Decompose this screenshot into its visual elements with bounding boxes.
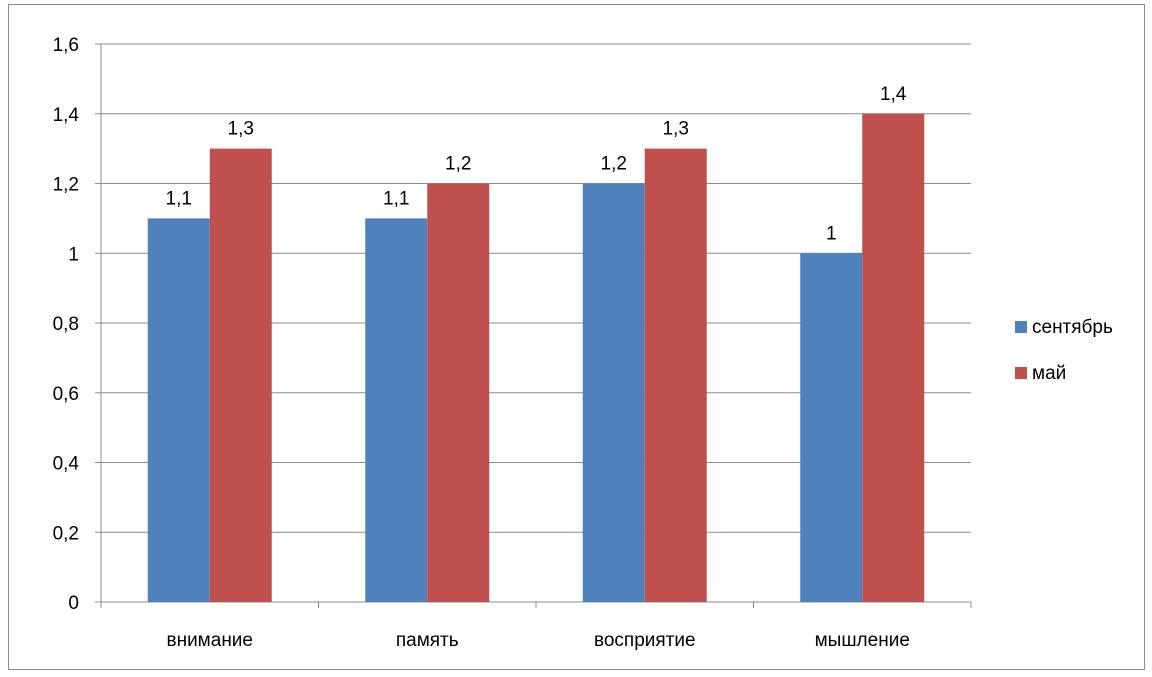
legend: сентябрь май <box>1015 317 1113 384</box>
bar <box>644 148 707 602</box>
bar <box>365 218 428 602</box>
x-tick-label: мышление <box>815 630 910 651</box>
data-label: 1,2 <box>601 154 627 175</box>
legend-label: май <box>1032 363 1066 384</box>
y-tick-label: 0,2 <box>53 523 79 544</box>
legend-label: сентябрь <box>1032 317 1113 338</box>
y-tick-label: 1,2 <box>53 175 79 196</box>
x-tick-label: восприятие <box>594 630 696 651</box>
bar <box>209 148 272 602</box>
data-label: 1,3 <box>228 119 254 140</box>
bar <box>582 183 645 602</box>
legend-swatch <box>1015 321 1027 333</box>
bar <box>800 253 863 602</box>
y-tick-label: 1,4 <box>53 105 80 126</box>
bars <box>147 113 925 602</box>
x-tick-label: память <box>396 630 459 651</box>
data-label: 1,2 <box>445 154 471 175</box>
bar-chart: 0 0,2 0,4 0,6 0,8 1 1,2 1,4 1,6 внимание память вос… <box>53 35 1113 651</box>
legend-swatch <box>1015 367 1027 379</box>
data-label: 1,1 <box>166 188 192 209</box>
data-label: 1,4 <box>880 84 907 105</box>
y-tick-label: 0,6 <box>53 384 79 405</box>
x-tick-label: внимание <box>166 630 253 651</box>
y-tick-label: 0 <box>68 593 79 614</box>
y-tick-label: 0,8 <box>53 314 79 335</box>
bar <box>147 218 210 602</box>
bar <box>427 183 490 602</box>
data-labels: 1,1 1,3 1,1 1,2 1,2 1,3 1 1,4 <box>166 84 907 245</box>
bar <box>862 113 925 602</box>
chart-frame: 0 0,2 0,4 0,6 0,8 1 1,2 1,4 1,6 внимание память вос… <box>8 4 1145 670</box>
data-label: 1,1 <box>383 188 409 209</box>
y-tick-label: 0,4 <box>53 454 80 475</box>
data-label: 1 <box>826 223 837 244</box>
y-tick-label: 1 <box>68 244 79 265</box>
data-label: 1,3 <box>663 119 689 140</box>
y-tick-label: 1,6 <box>53 35 79 56</box>
